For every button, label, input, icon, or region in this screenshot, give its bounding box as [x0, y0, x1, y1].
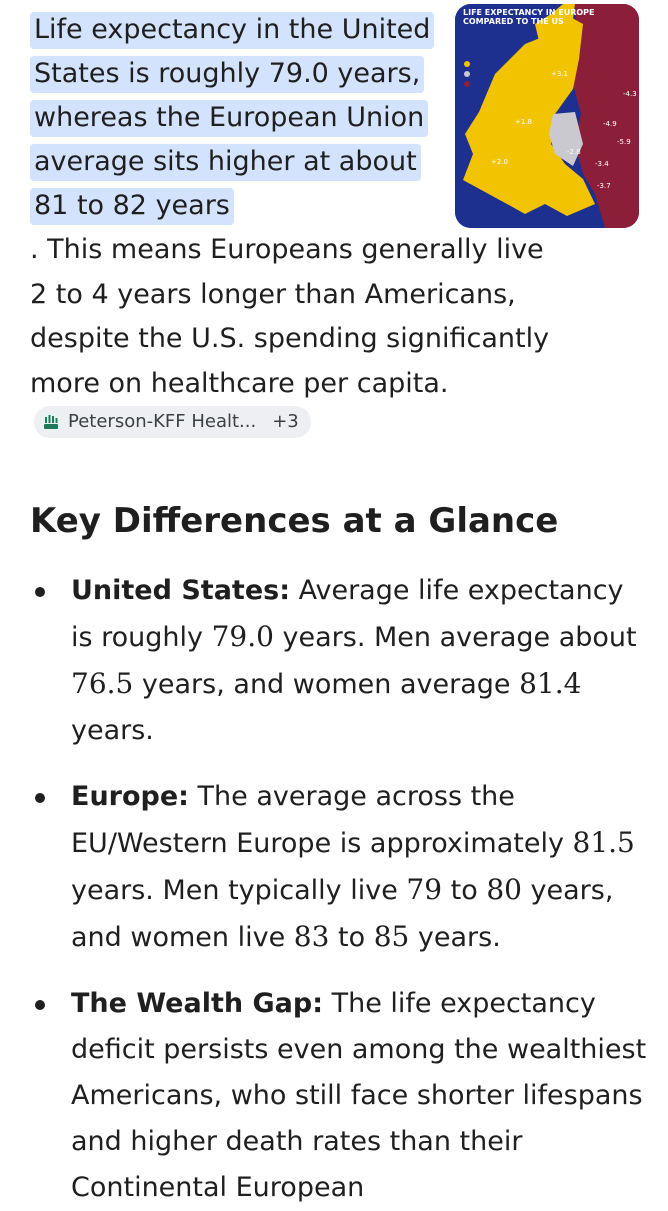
item-text: to	[329, 922, 374, 953]
source-logo-icon	[41, 412, 61, 432]
list-item-wealth-gap: The Wealth Gap: The life expectancy defi…	[0, 981, 668, 1211]
item-number: 76.5	[71, 667, 134, 700]
section-heading: Key Differences at a Glance	[30, 501, 559, 541]
map-value-label: -3.4	[595, 160, 609, 168]
map-title-line-2: Compared to the US	[463, 17, 564, 26]
europe-life-expectancy-map-thumbnail[interactable]: -4.3 -4.9 -5.9 -3.4 -3.7 -2.8 +2.0 +1.8 …	[455, 4, 639, 228]
map-value-label: -3.7	[597, 182, 611, 190]
list-item-united-states: United States: Average life expectancy i…	[0, 568, 668, 754]
source-chip[interactable]: Peterson-KFF Healt... +3	[34, 406, 311, 438]
bullet-icon	[35, 793, 45, 803]
map-value-label: -4.9	[603, 120, 617, 128]
source-chip-more-count: +3	[272, 411, 299, 432]
answer-continuation: . This means Europeans generally live 2 …	[30, 228, 550, 451]
map-title: Life Expectancy in Europe Compared to th…	[463, 8, 595, 26]
bullet-icon	[35, 1000, 45, 1010]
list-item-europe: Europe: The average across the EU/Wester…	[0, 774, 668, 961]
map-region-higher	[463, 14, 595, 216]
highlighted-answer-text[interactable]: Life expectancy in the United States is …	[30, 12, 435, 225]
bullet-icon	[35, 587, 45, 597]
item-text: years. Men average about	[273, 622, 637, 653]
map-value-label: +2.0	[491, 158, 508, 166]
item-number: 81.4	[519, 667, 582, 700]
key-differences-list: United States: Average life expectancy i…	[0, 568, 668, 1211]
item-term: The Wealth Gap:	[71, 988, 323, 1019]
item-number: 83	[293, 920, 330, 953]
item-number: 79	[406, 873, 443, 906]
item-text: years, and women average	[133, 669, 520, 700]
item-text: Average life expectancy is roughly	[71, 575, 624, 653]
item-text: to	[442, 875, 487, 906]
item-text: years.	[409, 922, 501, 953]
map-legend-marker-higher	[464, 61, 470, 67]
map-legend-marker-similar	[464, 71, 470, 77]
item-text: years. Men typically live	[71, 875, 407, 906]
map-title-line-1: Life Expectancy in Europe	[463, 8, 595, 17]
map-value-label: -4.3	[623, 90, 637, 98]
map-region-similar	[549, 112, 583, 166]
source-chip-label: Peterson-KFF Healt...	[68, 411, 257, 432]
item-term: Europe:	[71, 781, 189, 812]
item-text: The life expectancy deficit persists eve…	[71, 988, 647, 1203]
item-term: United States:	[71, 575, 291, 606]
item-text: years, and women live	[71, 875, 614, 953]
map-legend-marker-lower	[464, 81, 470, 87]
map-region-lower	[573, 4, 639, 228]
item-number: 85	[373, 920, 410, 953]
item-number: 80	[486, 873, 522, 906]
item-number: 79.0	[211, 620, 274, 653]
item-text: years.	[71, 715, 154, 746]
item-number: 81.5	[572, 826, 635, 859]
answer-rest-text: . This means Europeans generally live 2 …	[30, 234, 550, 399]
map-value-label: -5.9	[617, 138, 631, 146]
map-value-label: -2.8	[567, 148, 581, 156]
map-region-scandinavia	[535, 4, 575, 56]
map-value-label: +1.8	[515, 118, 532, 126]
answer-intro: Life expectancy in the United States is …	[30, 8, 450, 228]
europe-map-graphic: -4.3 -4.9 -5.9 -3.4 -3.7 -2.8 +2.0 +1.8 …	[455, 4, 639, 228]
map-value-label: +3.1	[551, 70, 568, 78]
item-text: The average across the EU/Western Europe…	[71, 781, 573, 859]
